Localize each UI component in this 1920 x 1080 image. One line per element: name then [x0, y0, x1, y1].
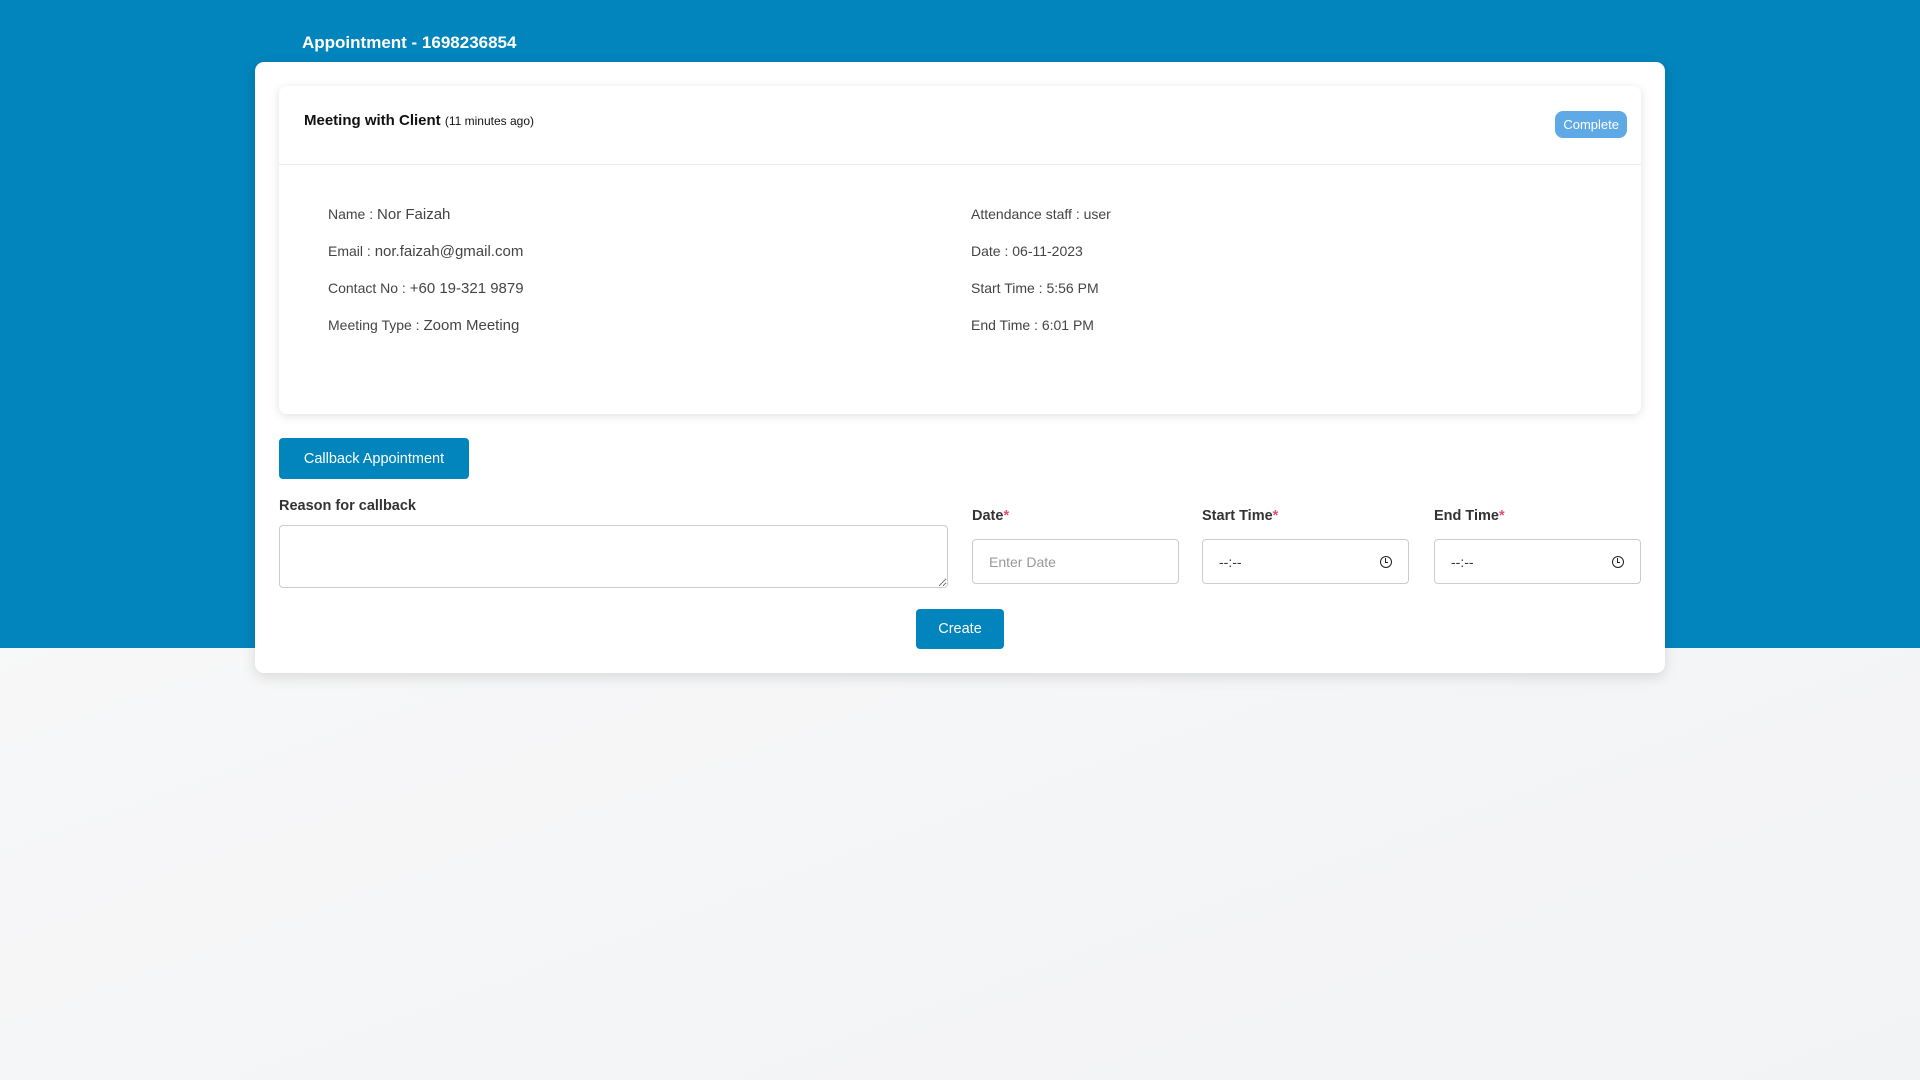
clock-icon[interactable]	[1612, 555, 1624, 568]
end-time-label: End Time*	[1434, 508, 1505, 524]
status-badge-complete[interactable]: Complete	[1555, 111, 1627, 138]
reason-label: Reason for callback	[279, 498, 416, 514]
schedule-details: Attendance staff : user Date : 06-11-202…	[971, 206, 1111, 354]
meeting-time-ago: (11 minutes ago)	[444, 114, 534, 128]
meeting-card: Meeting with Client (11 minutes ago) Com…	[279, 86, 1641, 414]
detail-end-time: End Time : 6:01 PM	[971, 317, 1094, 333]
detail-meeting-type: Meeting Type : Zoom Meeting	[328, 317, 520, 334]
client-details: Name : Nor Faizah Email : nor.faizah@gma…	[328, 206, 524, 354]
detail-staff: Attendance staff : user	[971, 206, 1111, 222]
appointment-panel: Meeting with Client (11 minutes ago) Com…	[255, 62, 1665, 673]
detail-email: Email : nor.faizah@gmail.com	[328, 243, 524, 260]
reason-textarea[interactable]	[279, 525, 948, 588]
date-label: Date*	[972, 508, 1010, 524]
detail-contact: Contact No : +60 19-321 9879	[328, 280, 524, 297]
meeting-title-text: Meeting with Client	[304, 112, 441, 129]
detail-name: Name : Nor Faizah	[328, 206, 451, 223]
start-time-label: Start Time*	[1202, 508, 1279, 524]
page-title: Appointment - 1698236854	[302, 33, 517, 52]
detail-start-time: Start Time : 5:56 PM	[971, 280, 1099, 296]
create-button[interactable]: Create	[916, 609, 1004, 649]
detail-date: Date : 06-11-2023	[971, 243, 1083, 259]
callback-appointment-button[interactable]: Callback Appointment	[279, 438, 469, 479]
start-time-input[interactable]: --:--	[1202, 539, 1409, 584]
meeting-title: Meeting with Client (11 minutes ago)	[304, 112, 534, 129]
date-input[interactable]: Enter Date	[972, 539, 1179, 584]
end-time-input[interactable]: --:--	[1434, 539, 1641, 584]
clock-icon[interactable]	[1380, 555, 1392, 568]
meeting-card-header: Meeting with Client (11 minutes ago) Com…	[279, 86, 1641, 165]
